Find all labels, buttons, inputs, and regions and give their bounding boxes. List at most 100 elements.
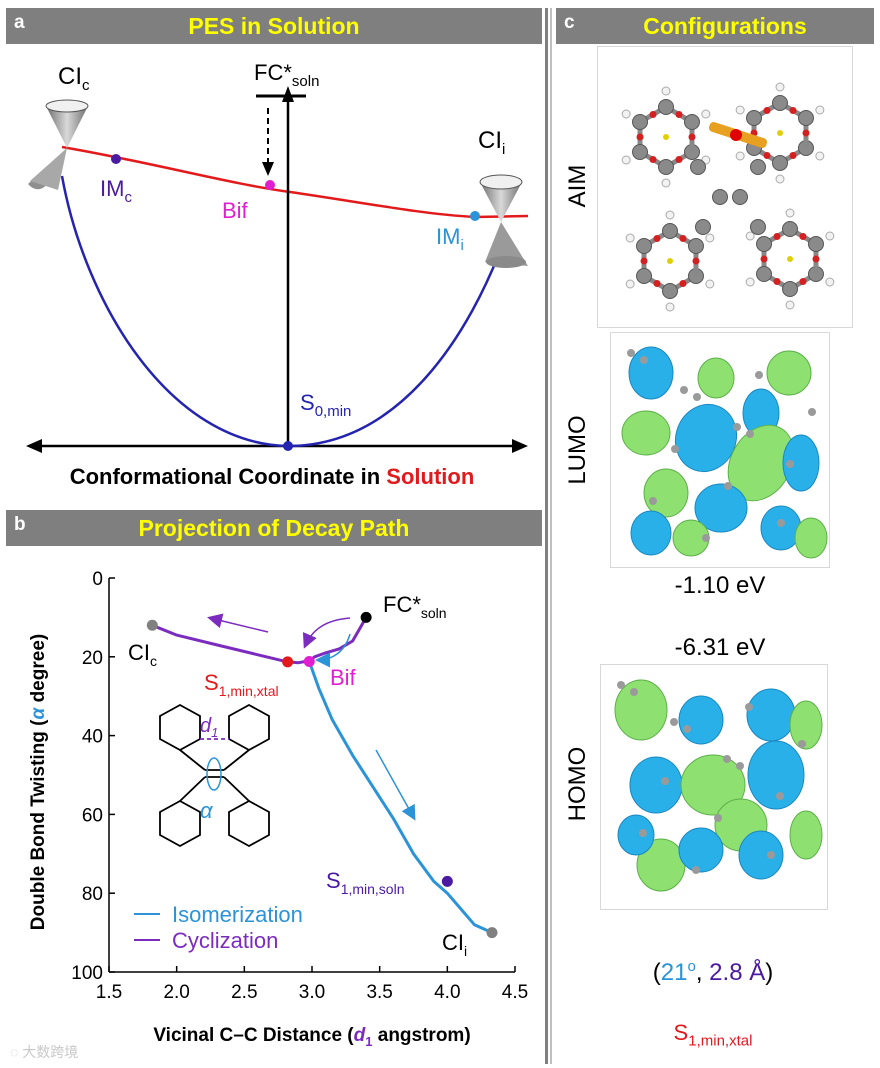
aim-hydrogen-atom — [621, 109, 631, 119]
aim-hydrogen-atom — [775, 82, 785, 92]
aim-bcp — [799, 233, 807, 240]
homo-atom — [767, 851, 775, 859]
aim-carbon-atom — [712, 189, 728, 205]
lumo-atom — [755, 371, 763, 379]
aim-carbon-atom — [772, 155, 788, 171]
panel-c-title: Configurations — [643, 13, 807, 39]
state-label-sub: 1,min,xtal — [688, 1032, 753, 1050]
aim-bcp — [692, 257, 700, 265]
state-label-main: S — [673, 1020, 689, 1045]
pes-axis-title: Conformational Coordinate in Solution — [70, 464, 475, 489]
aim-bcp — [653, 235, 661, 242]
homo-green-lobe — [614, 679, 668, 741]
panel-divider-right — [550, 8, 552, 1064]
bif-point — [265, 180, 275, 190]
aim-bcp — [789, 107, 797, 114]
homo-atom — [630, 688, 638, 696]
aim-carbon-atom — [750, 159, 766, 175]
x-tick-label: 4.0 — [434, 982, 460, 1003]
y-tick-label: 100 — [71, 963, 103, 984]
aim-hydrogen-atom — [815, 151, 825, 161]
aim-bcp — [640, 257, 648, 265]
y-tick-label: 80 — [82, 884, 103, 905]
lumo-atom — [627, 349, 635, 357]
aim-bcp — [799, 278, 807, 285]
y-tick-label: 0 — [92, 569, 103, 590]
lumo-atom — [777, 519, 785, 527]
lumo-atom — [649, 497, 657, 505]
panel-c-header: c Configurations — [556, 8, 874, 44]
s0-min-point — [283, 441, 293, 451]
aim-hydrogen-atom — [701, 109, 711, 119]
im-c-point — [111, 154, 121, 164]
chart-ci-c-label: CIc — [128, 640, 157, 669]
homo-atom — [745, 703, 753, 711]
homo-orbital-image — [600, 664, 828, 910]
aim-hydrogen-atom — [735, 105, 745, 115]
aim-bcp — [679, 235, 687, 242]
aim-hydrogen-atom — [745, 277, 755, 287]
aim-carbon-atom — [782, 221, 798, 237]
cyclization-direction-arrow — [207, 613, 269, 633]
lumo-green-lobe — [643, 468, 689, 518]
aim-hydrogen-atom — [785, 208, 795, 218]
lumo-green-lobe — [766, 350, 812, 396]
aim-carbon-atom — [636, 268, 653, 284]
homo-atom — [798, 740, 806, 748]
lumo-atom — [702, 534, 710, 542]
aim-bcp — [679, 280, 687, 287]
homo-atom — [736, 762, 744, 770]
aim-carbon-atom — [797, 110, 814, 126]
aim-carbon-atom — [632, 114, 649, 130]
pes-bif-label: Bif — [222, 198, 249, 223]
angle-value: 21 — [660, 959, 688, 986]
aim-carbon-atom — [662, 283, 678, 299]
lumo-atom — [693, 393, 701, 401]
point-fc-soln — [360, 611, 372, 623]
geometry-summary: (21o, 2.8 Å) — [600, 958, 826, 987]
aim-carbon-atom — [756, 266, 773, 282]
distance-value: 2.8 Å — [709, 959, 766, 986]
cyclization-curved-arrow — [302, 617, 351, 649]
aim-bcp — [789, 152, 797, 159]
series-isomerization-line — [307, 660, 493, 934]
homo-atom — [683, 725, 691, 733]
lumo-blue-lobe — [782, 434, 820, 492]
homo-atom — [670, 718, 678, 726]
y-tick-label: 60 — [82, 805, 103, 826]
aim-bcp — [688, 133, 696, 141]
aim-carbon-atom — [662, 223, 678, 239]
chart-ci-i-label: CIi — [442, 930, 467, 959]
im-i-point — [470, 211, 480, 221]
lumo-atom — [680, 386, 688, 394]
homo-green-lobe — [789, 700, 823, 750]
homo-blue-lobe — [629, 756, 683, 814]
homo-blue-lobe — [678, 695, 724, 745]
lumo-green-lobe — [794, 517, 828, 559]
s1-surface-curve — [61, 145, 529, 219]
lumo-atom — [733, 423, 741, 431]
y-tick-label: 20 — [82, 648, 103, 669]
panel-a-title: PES in Solution — [188, 13, 360, 39]
aim-critical-point-red — [730, 129, 742, 141]
lumo-green-lobe — [621, 410, 671, 456]
degree-symbol: o — [687, 958, 696, 975]
aim-bcp — [675, 111, 683, 118]
aim-hydrogen-atom — [625, 279, 635, 289]
aim-carbon-atom — [732, 189, 748, 205]
panel-a-tag: a — [14, 12, 25, 33]
pes-im-i-label: IMi — [436, 224, 464, 254]
lumo-atom — [671, 445, 679, 453]
chart-x-axis-title: Vicinal C–C Distance (d1 angstrom) — [153, 1025, 470, 1049]
aim-structure-image — [597, 46, 853, 328]
pes-axis-arrow-left — [26, 439, 42, 453]
tpe-molecule-icon — [159, 703, 270, 848]
pes-diagram: CIc FC*soln CIi IMc Bif IMi S0,min Confo… — [26, 60, 529, 489]
row-label-homo: HOMO — [564, 746, 591, 822]
aim-bcp — [675, 156, 683, 163]
pes-ci-i-label: CIi — [478, 127, 505, 158]
ci-c-cone-icon — [28, 99, 89, 190]
aim-carbon-atom — [658, 159, 674, 175]
aim-hydrogen-atom — [661, 178, 671, 188]
point-cic — [146, 619, 158, 631]
